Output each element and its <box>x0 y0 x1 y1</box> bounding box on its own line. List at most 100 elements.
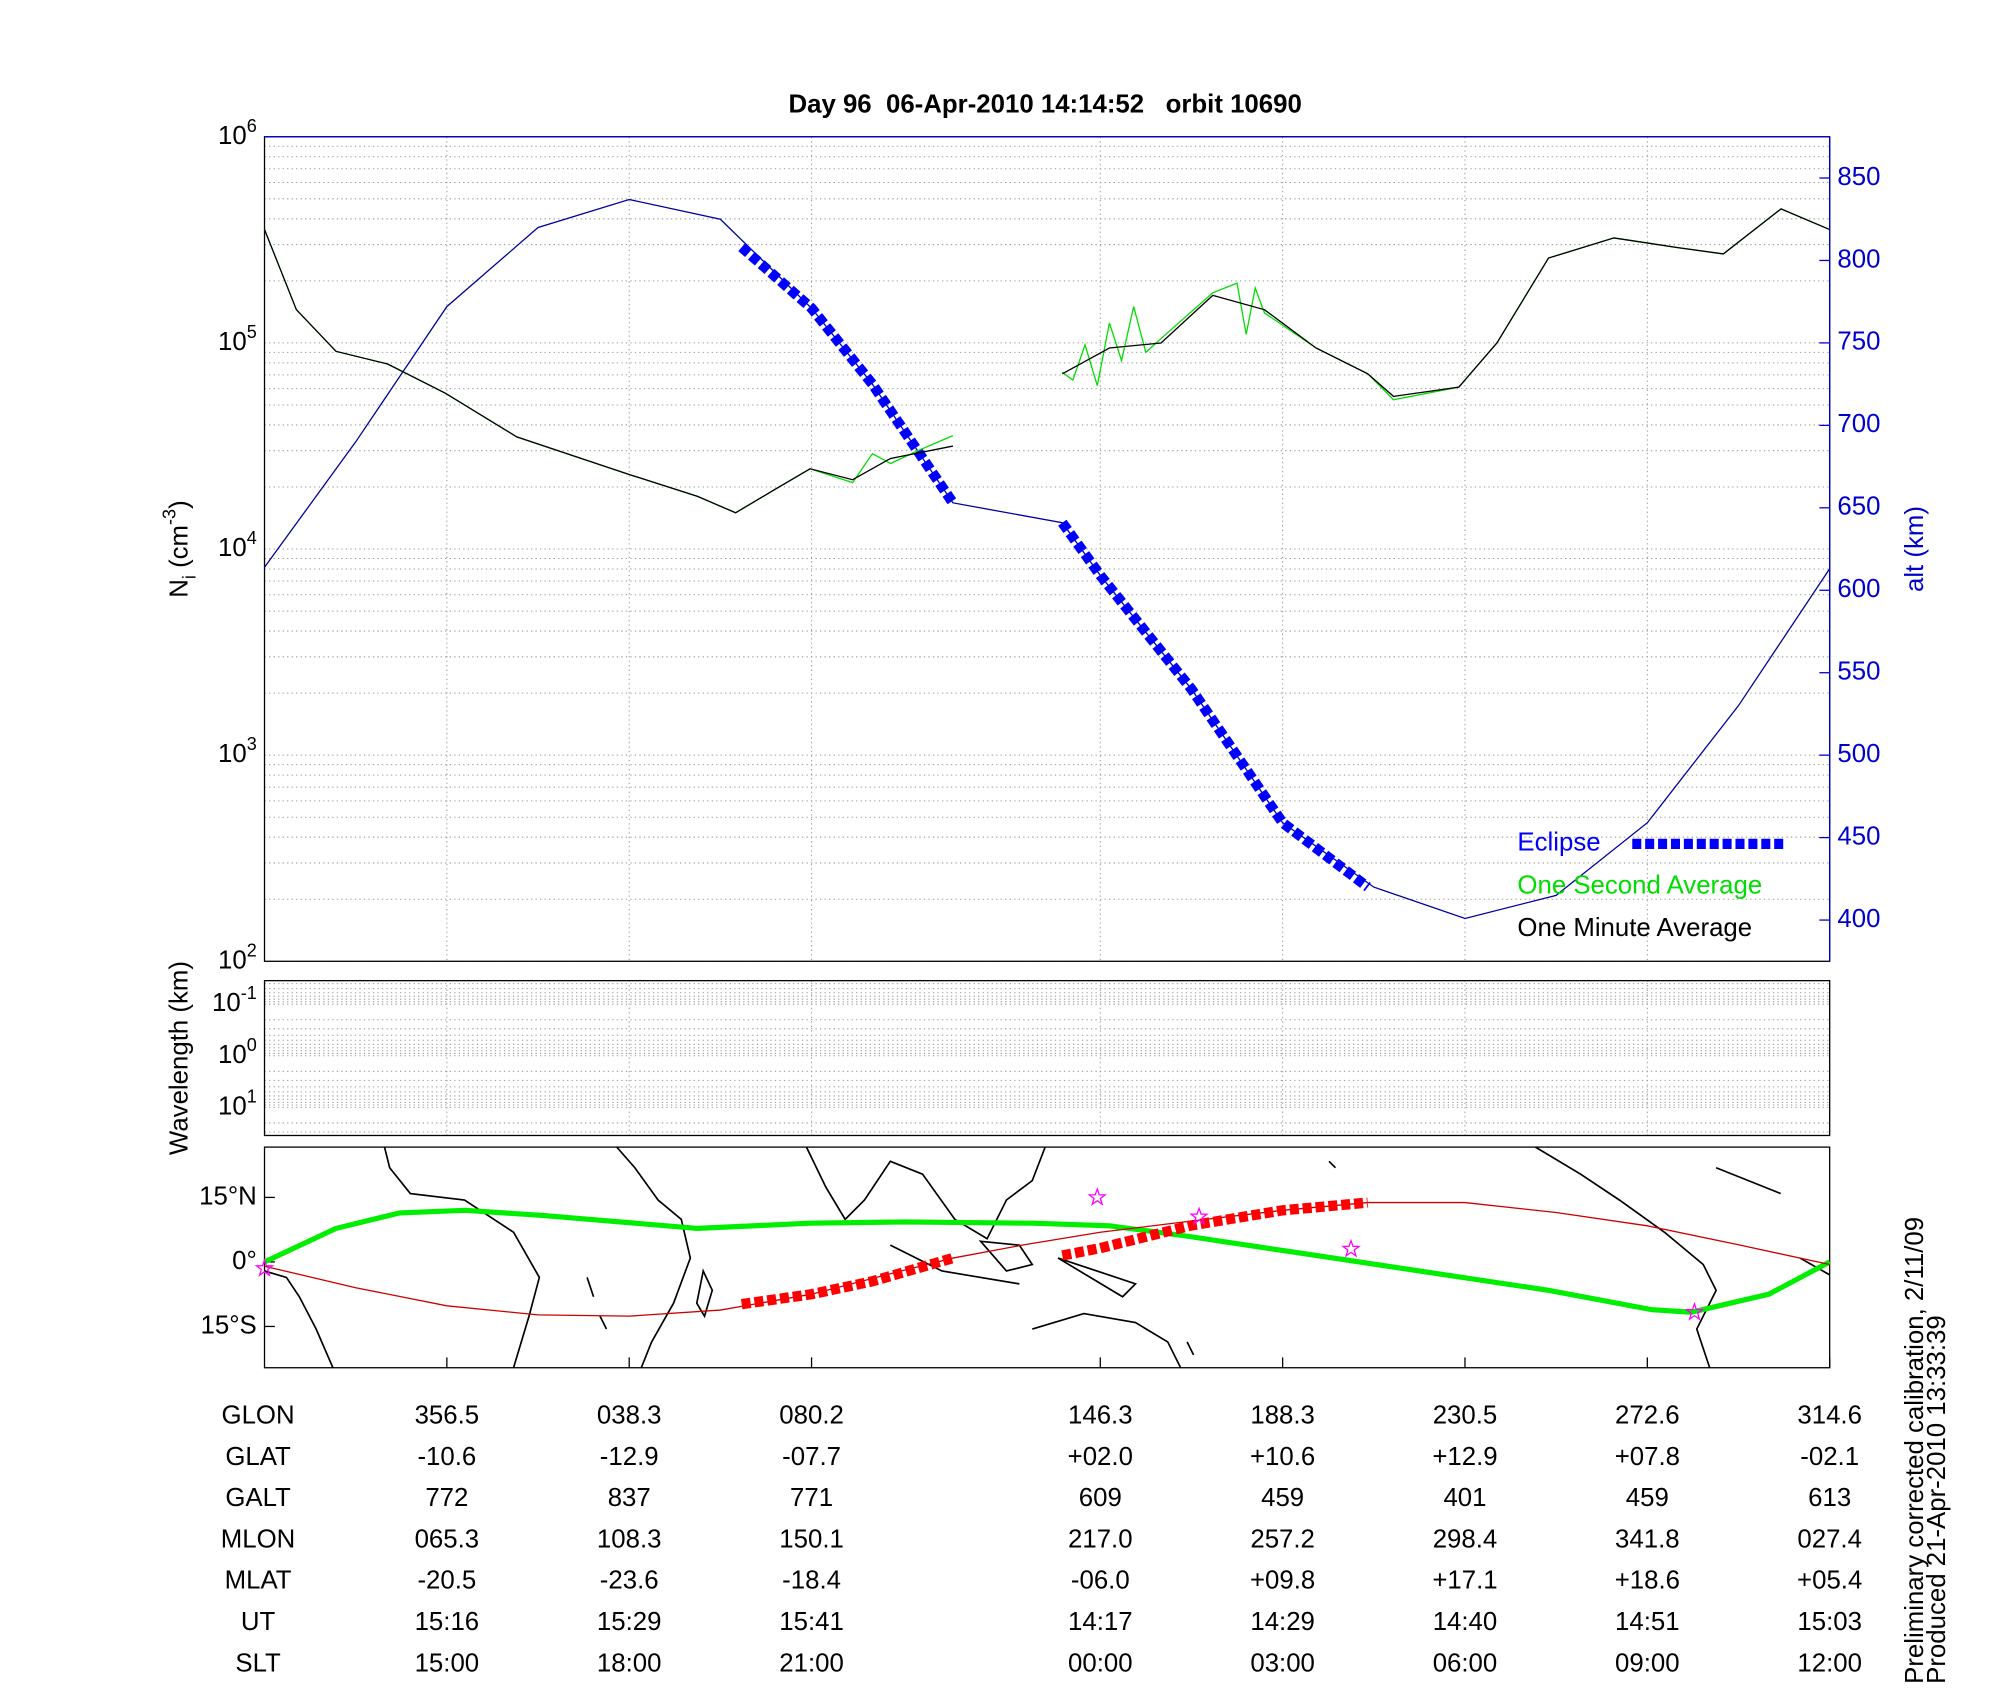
table-cell: -07.7 <box>782 1443 841 1471</box>
row-label: UT <box>241 1608 276 1636</box>
coastline <box>383 1147 541 1368</box>
table-cell: 609 <box>1079 1484 1122 1512</box>
table-cell: 401 <box>1443 1484 1486 1512</box>
y-tick-label: 104 <box>218 528 257 562</box>
table-cell: 18:00 <box>597 1649 662 1677</box>
tick-base: 10 <box>218 946 247 974</box>
series-line <box>264 1201 1830 1317</box>
coastline <box>616 1147 692 1368</box>
coastlines <box>264 1147 1830 1368</box>
star-marker <box>1189 1206 1209 1226</box>
table-cell: 14:29 <box>1250 1608 1315 1636</box>
table-cell: 272.6 <box>1615 1402 1680 1430</box>
y-axis-label: Ni (cm-3) <box>159 500 199 597</box>
coastline <box>1057 1257 1138 1298</box>
table-cell: 14:17 <box>1068 1608 1133 1636</box>
coastline <box>1032 1312 1182 1368</box>
note: Preliminary corrected calibration, 2/11/… <box>1901 1217 1929 1684</box>
table-cell: 14:40 <box>1433 1608 1498 1636</box>
series-line <box>263 1207 1831 1315</box>
table-cell: 771 <box>790 1484 833 1512</box>
table-cell: 298.4 <box>1433 1525 1498 1553</box>
table-cell: 15:03 <box>1797 1608 1862 1636</box>
y-tick-label: 10-1 <box>212 983 257 1017</box>
table-cell: 772 <box>425 1484 468 1512</box>
coastline <box>805 1147 1046 1240</box>
table-cell: 027.4 <box>1797 1525 1862 1553</box>
y-tick-label: 15°N <box>199 1182 257 1210</box>
note: Produced 21-Apr-2010 13:33:39 <box>1923 1315 1951 1684</box>
table-cell: 09:00 <box>1615 1649 1680 1677</box>
y-axis-label-part: (cm <box>165 525 193 575</box>
tick-exponent: -1 <box>241 983 257 1003</box>
legend-label: Eclipse <box>1517 829 1600 857</box>
coastline <box>264 1270 334 1368</box>
table-cell: 065.3 <box>415 1525 480 1553</box>
coastline <box>1715 1166 1781 1195</box>
dashed-track <box>738 243 1371 892</box>
table-cell: -10.6 <box>417 1443 476 1471</box>
coastline <box>889 1244 1020 1285</box>
y2-tick-label: 450 <box>1837 822 1880 850</box>
table-cell: 314.6 <box>1797 1402 1862 1430</box>
y2-tick-label: 600 <box>1837 575 1880 603</box>
table-cell: 15:16 <box>415 1608 480 1636</box>
table-cell: 341.8 <box>1615 1525 1680 1553</box>
table-cell: 837 <box>608 1484 651 1512</box>
y2-tick-label: 700 <box>1837 410 1880 438</box>
table-cell: +02.0 <box>1068 1443 1133 1471</box>
y2-tick-label: 650 <box>1837 493 1880 521</box>
star-marker <box>1087 1187 1108 1206</box>
y-tick-label: 105 <box>218 322 257 356</box>
y-tick-label: 106 <box>218 116 257 150</box>
dashed-track <box>740 1197 1369 1310</box>
y2-tick-label: 850 <box>1837 163 1880 191</box>
plot-frame <box>263 980 1831 1137</box>
tick-exponent: 5 <box>247 322 257 342</box>
y-tick-label: 15°S <box>201 1311 257 1339</box>
star-marker <box>1341 1238 1361 1258</box>
table-cell: 080.2 <box>779 1402 844 1430</box>
table-cell: +12.9 <box>1432 1443 1497 1471</box>
tick-exponent: 2 <box>247 940 257 960</box>
table-cell: 00:00 <box>1068 1649 1133 1677</box>
tick-base: 10 <box>212 989 241 1017</box>
table-cell: 038.3 <box>597 1402 662 1430</box>
y-tick-label: 102 <box>218 940 257 974</box>
tick-text: 0° <box>232 1247 257 1275</box>
star-marker <box>254 1258 275 1277</box>
row-label: MLAT <box>225 1567 292 1595</box>
y-tick-label: 100 <box>218 1035 257 1069</box>
table-cell: 217.0 <box>1068 1525 1133 1553</box>
coastline <box>695 1268 714 1319</box>
table-cell: +07.8 <box>1615 1443 1680 1471</box>
coastline <box>1799 1257 1830 1276</box>
table-cell: 15:00 <box>415 1649 480 1677</box>
table-cell: 06:00 <box>1433 1649 1498 1677</box>
table-cell: 257.2 <box>1250 1525 1315 1553</box>
tick-base: 10 <box>218 740 247 768</box>
table-cell: 459 <box>1626 1484 1669 1512</box>
y2-axis-label: alt (km) <box>1901 506 1929 592</box>
y-axis-label-part: -3 <box>159 509 179 525</box>
y-tick-label: 103 <box>218 734 257 768</box>
tick-base: 10 <box>218 122 247 150</box>
chart-title: Day 96 06-Apr-2010 14:14:52 orbit 10690 <box>788 91 1301 119</box>
table-cell: 356.5 <box>415 1402 480 1430</box>
coastline <box>978 1240 1034 1272</box>
table-cell: -18.4 <box>782 1567 841 1595</box>
row-label: GLAT <box>225 1443 291 1471</box>
table-cell: +17.1 <box>1432 1567 1497 1595</box>
y2-tick-label: 400 <box>1837 905 1880 933</box>
row-label: SLT <box>235 1649 281 1677</box>
y2-tick-label: 550 <box>1837 658 1880 686</box>
tick-base: 10 <box>218 1041 247 1069</box>
table-cell: 14:51 <box>1615 1608 1680 1636</box>
star-marker <box>1684 1301 1705 1321</box>
tick-exponent: 6 <box>247 116 257 136</box>
tick-base: 10 <box>218 1092 247 1120</box>
table-cell: 21:00 <box>779 1649 844 1677</box>
series-line <box>263 208 1830 514</box>
